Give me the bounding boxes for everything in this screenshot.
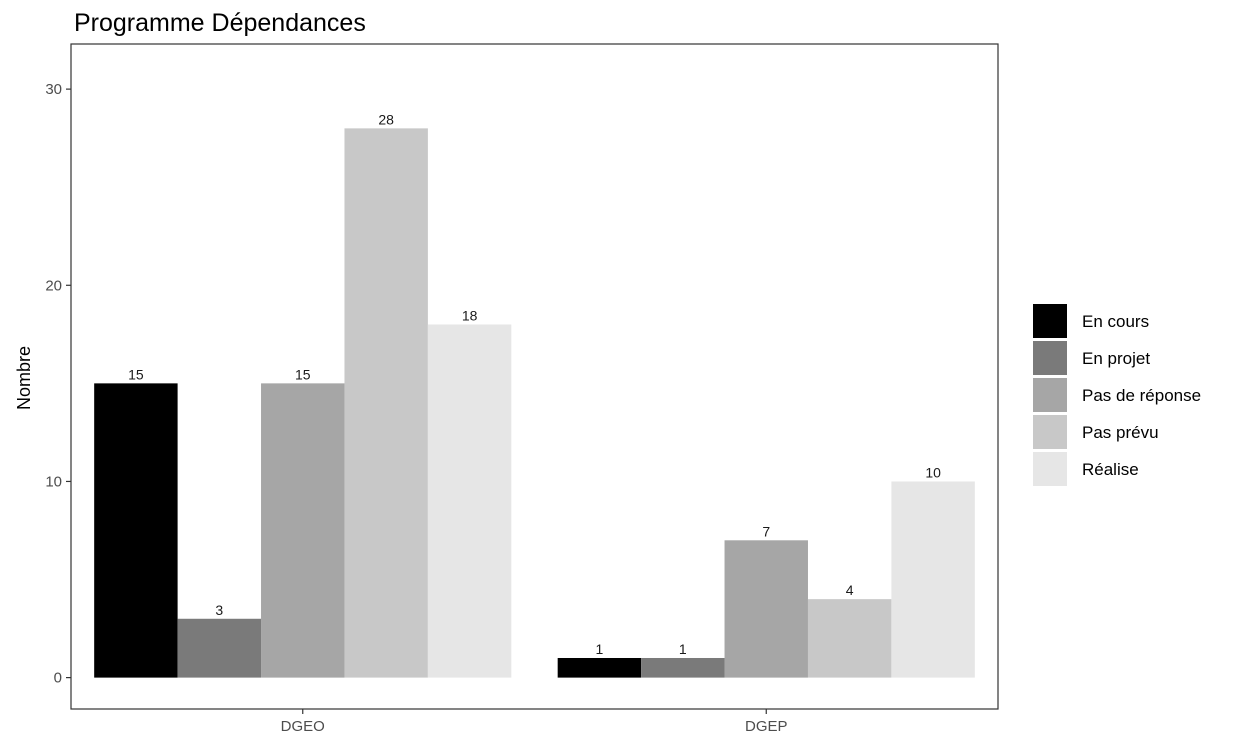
x-axis: DGEO DGEP [281, 709, 788, 735]
legend-label: En projet [1082, 349, 1150, 368]
bar-value-label: 15 [295, 366, 311, 382]
bars: 15 3 15 28 18 1 1 7 4 10 [94, 111, 975, 678]
legend-key [1033, 341, 1067, 375]
legend-key [1033, 452, 1067, 486]
x-tick-label: DGEO [281, 718, 325, 735]
bar [641, 657, 725, 678]
bar-value-label: 10 [925, 464, 941, 480]
bar-value-label: 1 [679, 641, 687, 657]
bar [94, 383, 178, 678]
legend-key [1033, 304, 1067, 338]
legend-label: En cours [1082, 312, 1149, 331]
bar-value-label: 3 [215, 602, 223, 618]
legend-key [1033, 415, 1067, 449]
legend-label: Réalise [1082, 460, 1139, 479]
bar-value-label: 18 [462, 308, 478, 324]
x-tick-label: DGEP [745, 718, 788, 735]
bar [807, 599, 892, 678]
legend-label: Pas prévu [1082, 423, 1159, 442]
bar [427, 324, 512, 678]
bar-value-label: 28 [378, 111, 394, 127]
y-axis: 0 10 20 30 [45, 81, 71, 687]
bar [344, 128, 428, 678]
bar [261, 383, 345, 678]
bar [724, 540, 808, 678]
plot-panel-border [70, 43, 999, 710]
y-tick-label: 10 [45, 473, 62, 490]
bar-value-label: 15 [128, 366, 144, 382]
bar [177, 618, 262, 678]
bar-value-label: 1 [595, 641, 603, 657]
y-tick-label: 0 [54, 670, 62, 687]
bar-value-label: 4 [846, 582, 854, 598]
legend-key [1033, 378, 1067, 412]
bar-value-label: 7 [762, 523, 770, 539]
chart-title: Programme Dépendances [74, 9, 366, 37]
y-axis-title: Nombre [14, 346, 34, 410]
bar [891, 481, 975, 678]
legend-label: Pas de réponse [1082, 386, 1201, 405]
y-tick-label: 30 [45, 81, 62, 98]
legend: En cours En projet Pas de réponse Pas prévu… [1033, 304, 1201, 486]
bar [557, 657, 642, 678]
y-tick-label: 20 [45, 277, 62, 294]
